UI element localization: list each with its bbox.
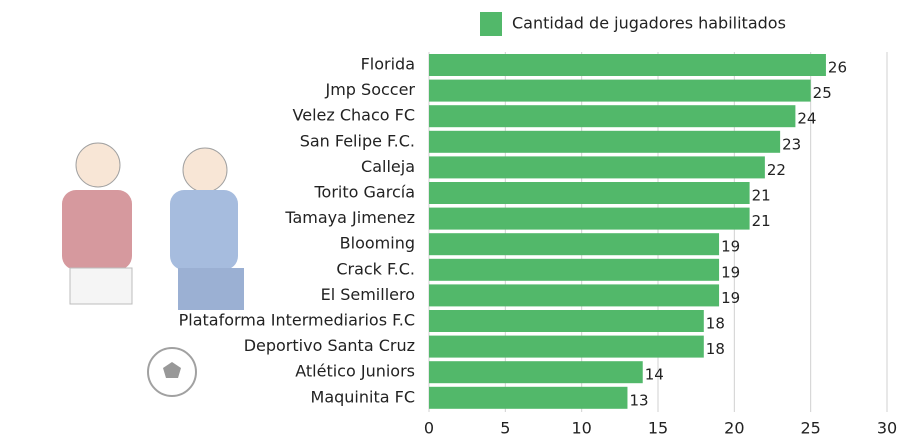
player-shorts xyxy=(70,268,132,304)
legend-swatch xyxy=(480,12,502,36)
y-tick-label: San Felipe F.C. xyxy=(300,131,415,150)
x-tick-label: 15 xyxy=(648,419,668,438)
x-tick-label: 25 xyxy=(800,419,820,438)
value-label: 22 xyxy=(767,161,786,179)
value-label: 14 xyxy=(645,366,664,384)
player-shorts xyxy=(178,268,244,310)
y-tick-label: Atlético Juniors xyxy=(295,362,415,381)
bar xyxy=(429,233,719,255)
value-label: 18 xyxy=(706,340,725,358)
bar xyxy=(429,336,704,358)
value-label: 21 xyxy=(752,212,771,230)
bar xyxy=(429,54,826,76)
legend-label: Cantidad de jugadores habilitados xyxy=(512,14,786,33)
bar xyxy=(429,80,811,102)
y-tick-label: El Semillero xyxy=(321,285,415,304)
bar xyxy=(429,156,765,178)
x-tick-label: 5 xyxy=(500,419,510,438)
bar xyxy=(429,361,643,383)
player-head xyxy=(76,143,120,187)
value-label: 19 xyxy=(721,238,740,256)
page: 0 5 10 15 20 25 30 Cantidad de jugadores habili… xyxy=(0,0,902,439)
value-label: 13 xyxy=(629,391,648,409)
y-tick-label: Calleja xyxy=(361,157,415,176)
value-label: 24 xyxy=(797,110,816,128)
bar xyxy=(429,310,704,332)
value-label: 21 xyxy=(752,187,771,205)
bar xyxy=(429,208,750,230)
y-tick-label: Crack F.C. xyxy=(336,259,415,278)
value-label: 25 xyxy=(813,84,832,102)
player-head xyxy=(183,148,227,192)
y-tick-label: Maquinita FC xyxy=(311,387,415,406)
bar xyxy=(429,131,780,153)
x-tick-label: 30 xyxy=(877,419,897,438)
y-tick-label: Deportivo Santa Cruz xyxy=(244,336,415,355)
bar xyxy=(429,387,627,409)
bar xyxy=(429,284,719,306)
y-tick-label: Plataforma Intermediarios F.C xyxy=(179,311,415,330)
y-tick-label: Florida xyxy=(361,55,415,74)
value-label: 18 xyxy=(706,315,725,333)
y-tick-label: Blooming xyxy=(340,234,415,253)
player-shirt xyxy=(62,190,132,270)
y-tick-label: Jmp Soccer xyxy=(324,80,415,99)
y-tick-label: Velez Chaco FC xyxy=(293,106,415,125)
bar xyxy=(429,182,750,204)
illustration xyxy=(62,143,244,396)
value-label: 23 xyxy=(782,135,801,153)
x-tick-label: 0 xyxy=(424,419,434,438)
y-tick-label: Tamaya Jimenez xyxy=(284,208,415,227)
x-tick-label: 10 xyxy=(571,419,591,438)
value-label: 19 xyxy=(721,289,740,307)
y-tick-label: Torito García xyxy=(314,183,416,202)
x-tick-label: 20 xyxy=(724,419,744,438)
chart: 0 5 10 15 20 25 30 Cantidad de jugadores habili… xyxy=(0,0,902,439)
value-label: 26 xyxy=(828,59,847,77)
player-shirt xyxy=(170,190,238,270)
bar xyxy=(429,105,795,127)
value-label: 19 xyxy=(721,263,740,281)
bar xyxy=(429,259,719,281)
